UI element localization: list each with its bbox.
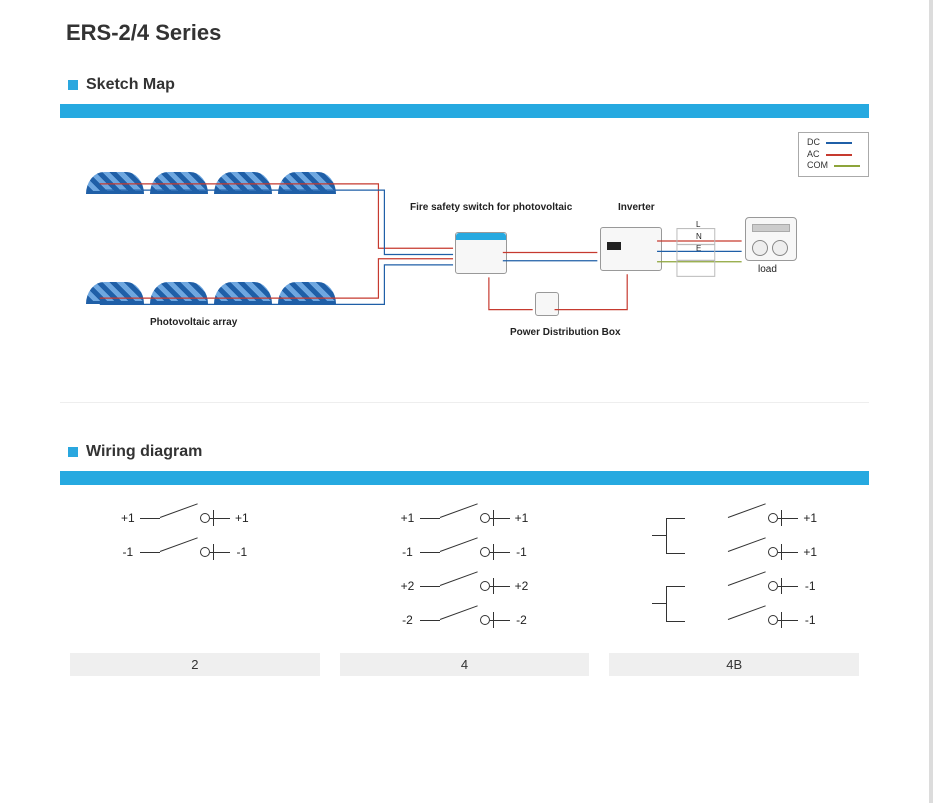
terminal-label-right: -1: [230, 545, 254, 559]
switch-icon: [420, 608, 510, 632]
switch-icon: [140, 540, 230, 564]
page-title: ERS-2/4 Series: [66, 20, 869, 46]
terminal-label-right: -1: [510, 545, 534, 559]
terminal-label-right: +1: [230, 511, 254, 525]
wiring-column-2: +1 +1 -1 -1: [60, 505, 310, 633]
terminal-label-left: -1: [396, 545, 420, 559]
switch-row: -1 -1: [396, 539, 534, 565]
terminal-label-right: -1: [798, 579, 822, 593]
wiring-overlay: [60, 132, 869, 402]
switch-row: +1 +1: [116, 505, 254, 531]
switch-row: -1 -1: [116, 539, 254, 565]
switch-icon: [420, 540, 510, 564]
switch-row: -2 -2: [396, 607, 534, 633]
terminal-label-left: +1: [396, 511, 420, 525]
switch-row: -1: [684, 573, 822, 599]
wiring-column-label: 2: [70, 653, 320, 676]
switch-row: +1: [684, 539, 822, 565]
terminal-label-left: +1: [116, 511, 140, 525]
switch-row: +2 +2: [396, 573, 534, 599]
sketch-map-diagram: DC AC COM Photovoltaic array Fire safety…: [60, 132, 869, 403]
switch-row: +1 +1: [396, 505, 534, 531]
terminal-label-right: +1: [510, 511, 534, 525]
section-title-wiring: Wiring diagram: [86, 443, 202, 461]
section-header-sketch: Sketch Map: [60, 76, 869, 94]
switch-icon: [708, 506, 798, 530]
switch-icon: [708, 608, 798, 632]
terminal-label-right: +1: [798, 511, 822, 525]
divider-bar: [60, 104, 869, 118]
switch-icon: [420, 506, 510, 530]
section-title-sketch: Sketch Map: [86, 76, 175, 94]
switch-icon: [420, 574, 510, 598]
wiring-footer-labels: 24 4B: [60, 653, 869, 676]
terminal-label-right: +2: [510, 579, 534, 593]
terminal-label-right: -1: [798, 613, 822, 627]
section-header-wiring: Wiring diagram: [60, 443, 869, 461]
wiring-column-label: 4: [340, 653, 590, 676]
divider-bar: [60, 471, 869, 485]
terminal-label-left: +2: [396, 579, 420, 593]
terminal-label-left: -2: [396, 613, 420, 627]
bullet-icon: [68, 447, 78, 457]
switch-row: -1: [684, 607, 822, 633]
terminal-label-right: +1: [798, 545, 822, 559]
wiring-column-4B: +1 +1 -1 -1: [619, 505, 869, 633]
bullet-icon: [68, 80, 78, 90]
bridge-bracket: [666, 586, 685, 622]
wiring-column-label: 4B: [609, 653, 859, 676]
switch-icon: [708, 540, 798, 564]
switch-icon: [140, 506, 230, 530]
wiring-diagram-row: +1 +1 -1 -1 +1 +1 -1 -1 +2 +2 -2 -2 +1 +1 -1 -1: [60, 505, 869, 633]
terminal-label-right: -2: [510, 613, 534, 627]
page: ERS-2/4 Series Sketch Map DC AC COM Pho: [0, 0, 933, 803]
bridge-bracket: [666, 518, 685, 554]
terminal-label-left: -1: [116, 545, 140, 559]
switch-row: +1: [684, 505, 822, 531]
switch-icon: [708, 574, 798, 598]
wiring-column-4: +1 +1 -1 -1 +2 +2 -2 -2: [340, 505, 590, 633]
